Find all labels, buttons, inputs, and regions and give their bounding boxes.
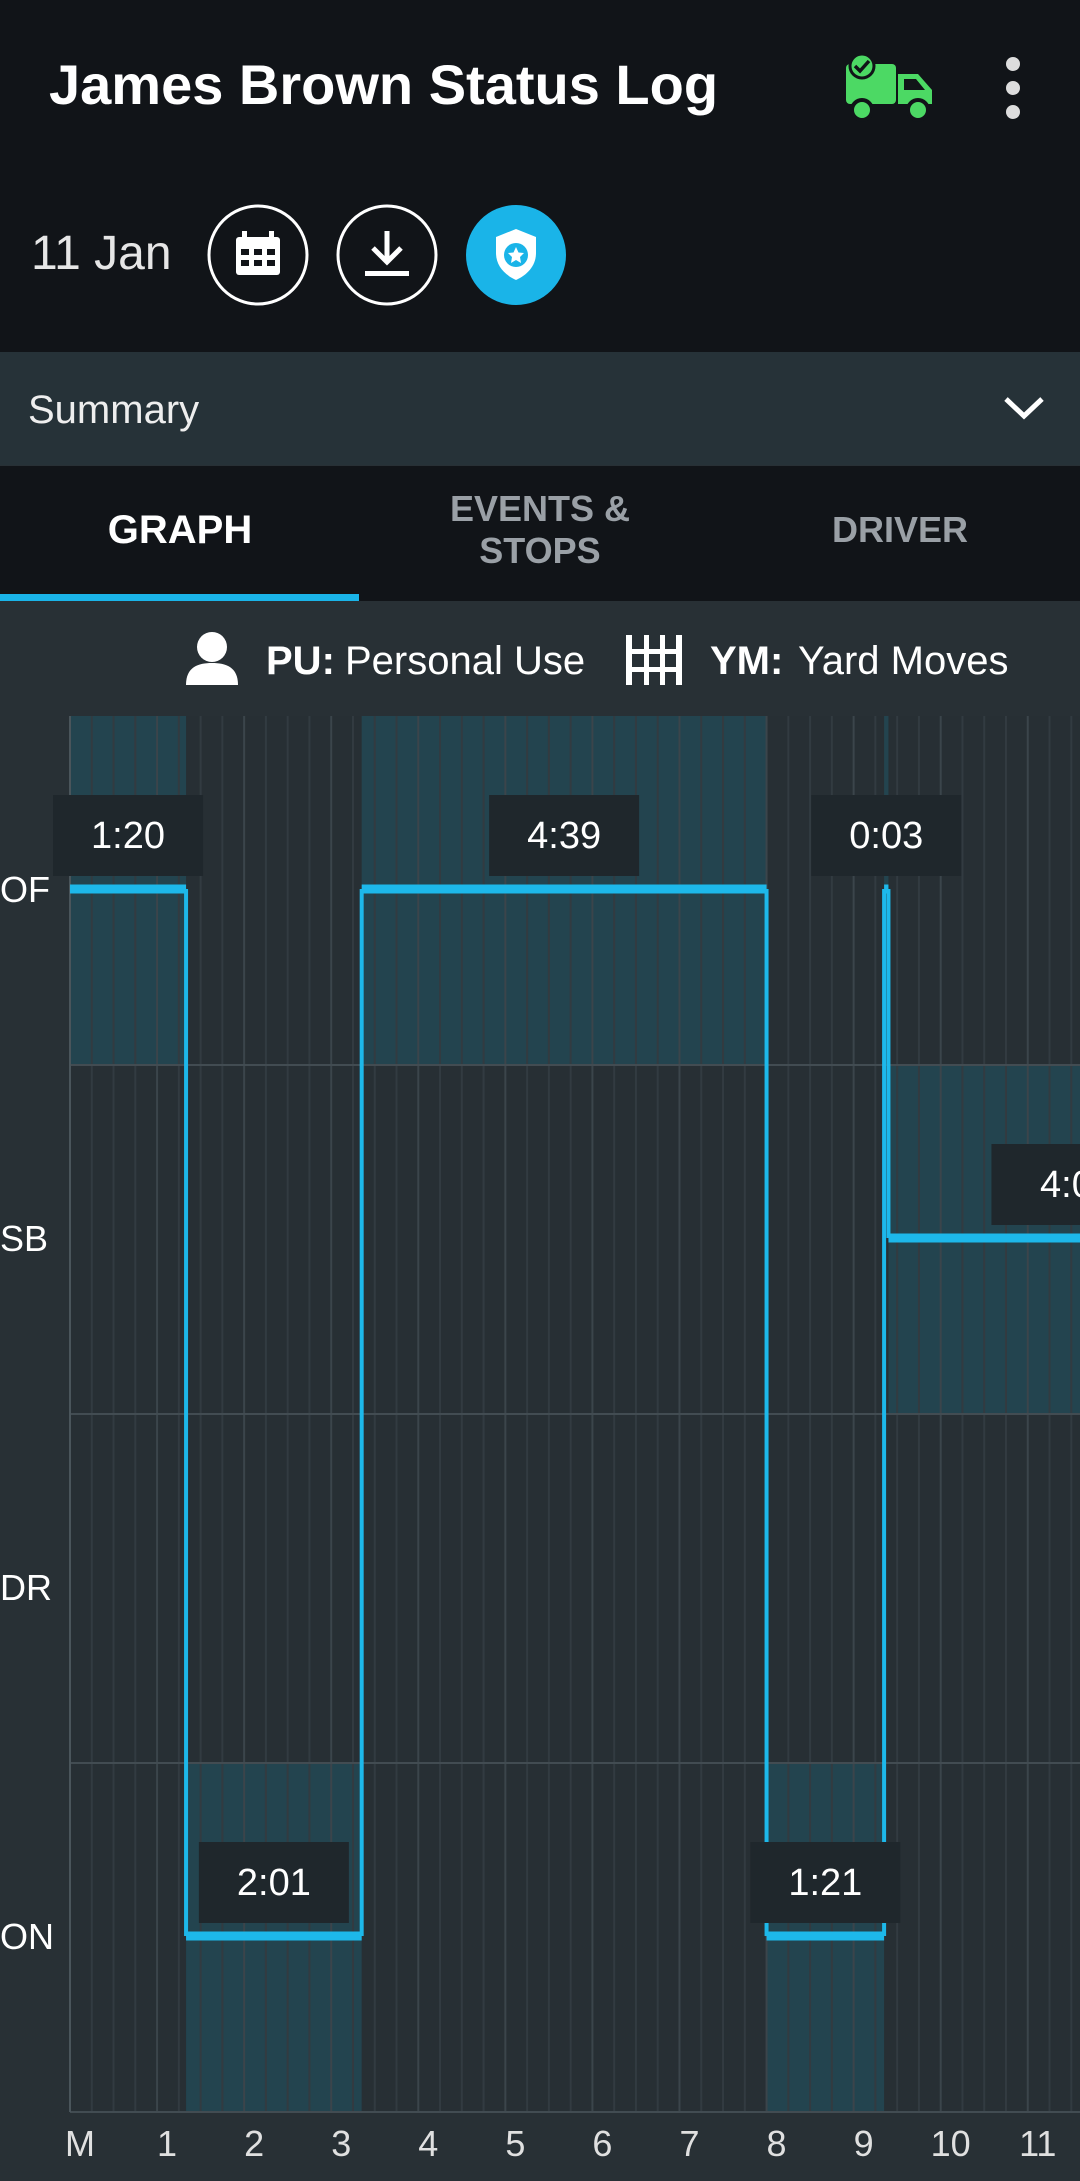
status-graph: PU: Personal Use YM: Yard Moves M 1 2 3 4 5 6 7… <box>0 632 1080 2164</box>
x-tick-label: 2 <box>244 2123 264 2164</box>
legend-key: YM: <box>710 639 783 683</box>
x-tick-label: 1 <box>157 2123 177 2164</box>
row-label: SB <box>0 1218 48 1259</box>
inspection-button[interactable] <box>464 203 568 307</box>
screen-title: James Brown Status Log <box>49 53 719 116</box>
tab[interactable]: EVENTS & STOPS <box>360 466 720 594</box>
summary-label: Summary <box>28 388 200 432</box>
download-button[interactable] <box>335 203 439 307</box>
tab[interactable]: DRIVER <box>831 509 969 550</box>
log-date: 11 Jan <box>31 227 172 280</box>
duration-box <box>750 1842 901 1923</box>
tab-indicator <box>0 594 359 601</box>
x-tick-label: 4 <box>418 2123 438 2164</box>
calendar-button[interactable] <box>206 203 310 307</box>
more-menu[interactable] <box>998 56 1028 120</box>
row-label: ON <box>0 1916 54 1957</box>
duration-label: 2:01 <box>237 1862 311 1904</box>
expand-chevron[interactable] <box>1002 393 1046 423</box>
row-label: DR <box>0 1567 52 1608</box>
x-tick-label: 9 <box>854 2123 874 2164</box>
duration-label: 4:39 <box>527 815 601 857</box>
x-tick-label: 7 <box>679 2123 699 2164</box>
duration-box <box>489 795 640 876</box>
duration-box <box>198 1842 349 1923</box>
duration-box <box>991 1144 1080 1225</box>
legend-text: Personal Use <box>345 639 585 683</box>
duration-label: 4:0 <box>1040 1164 1080 1206</box>
x-tick-label: 3 <box>331 2123 351 2164</box>
legend-text: Yard Moves <box>798 639 1008 683</box>
x-tick-label: 6 <box>592 2123 612 2164</box>
truck-status-icon[interactable] <box>842 54 938 126</box>
x-tick-label: 10 <box>931 2123 971 2164</box>
tab[interactable]: GRAPH <box>107 507 253 552</box>
duration-label: 0:03 <box>849 815 923 857</box>
tab-bar <box>0 466 1080 601</box>
x-tick-label: 11 <box>1019 2123 1056 2164</box>
summary-bar[interactable] <box>0 352 1080 465</box>
tab-label: EVENTS & STOPS <box>449 488 631 571</box>
x-tick-label: 8 <box>767 2123 787 2164</box>
duration-box <box>53 795 204 876</box>
x-tick-label: M <box>65 2123 95 2164</box>
row-label: OF <box>0 869 50 910</box>
legend-key: PU: <box>266 639 335 683</box>
duration-label: 1:21 <box>788 1862 862 1904</box>
x-tick-label: 5 <box>505 2123 525 2164</box>
duration-box <box>811 795 962 876</box>
duration-label: 1:20 <box>91 815 165 857</box>
